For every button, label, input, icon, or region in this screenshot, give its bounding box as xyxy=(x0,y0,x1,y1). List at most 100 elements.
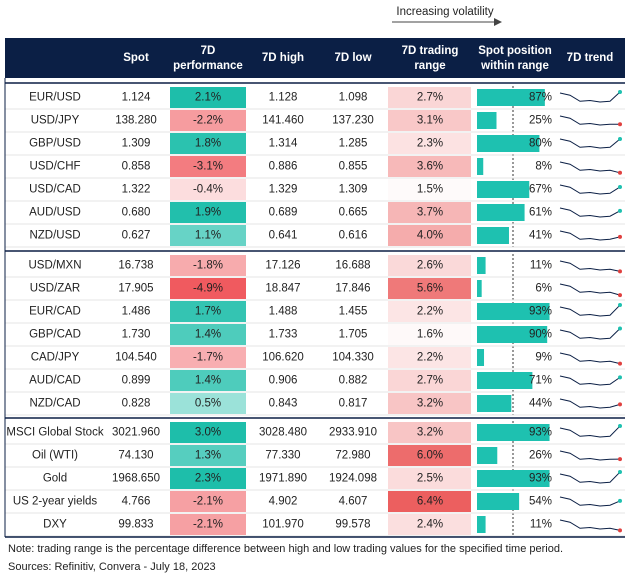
performance-cell xyxy=(170,301,246,322)
range-cell xyxy=(388,514,471,535)
trend-dot xyxy=(618,326,622,331)
position-label: 54% xyxy=(529,496,552,508)
trend-line xyxy=(559,207,621,218)
value: 0.689 xyxy=(269,207,298,219)
trend-dot xyxy=(618,528,622,533)
instrument: GBP/USD xyxy=(29,138,81,150)
position-label: 11% xyxy=(530,519,552,531)
trend-line xyxy=(559,375,621,386)
performance-cell xyxy=(170,278,246,299)
value: 141.460 xyxy=(262,115,304,127)
instrument: EUR/CAD xyxy=(29,306,81,318)
position-bar xyxy=(477,349,485,366)
range-cell xyxy=(388,445,471,466)
trend-dot xyxy=(618,137,622,141)
header-band xyxy=(5,38,625,78)
performance-cell xyxy=(170,133,246,154)
value: 106.620 xyxy=(262,352,304,364)
trend-dot xyxy=(618,89,622,94)
value: 4.902 xyxy=(269,496,298,508)
performance-cell xyxy=(170,87,246,108)
range-cell xyxy=(388,133,471,154)
performance: 1.8% xyxy=(195,138,221,150)
trend-line xyxy=(559,161,621,174)
performance: 1.4% xyxy=(195,329,221,341)
value: 0.817 xyxy=(339,398,368,410)
position-label: 80% xyxy=(529,138,552,150)
value: 17.126 xyxy=(265,260,300,272)
value: 2933.910 xyxy=(329,427,377,439)
value: 1.705 xyxy=(339,329,368,341)
position-bar xyxy=(477,447,498,464)
column-header: performance xyxy=(173,60,243,72)
instrument: CAD/JPY xyxy=(31,352,80,364)
range-cell xyxy=(388,87,471,108)
value: 0.855 xyxy=(339,161,368,173)
instrument: GBP/CAD xyxy=(29,329,81,341)
value: 99.833 xyxy=(118,519,153,531)
instrument: MSCI Global Stock xyxy=(6,427,103,439)
column-header: 7D high xyxy=(262,52,304,64)
trend-line xyxy=(559,230,621,241)
instrument: NZD/USD xyxy=(29,230,80,242)
column-header: Spot position xyxy=(478,45,551,57)
range: 4.0% xyxy=(417,230,443,242)
value: 0.886 xyxy=(269,161,298,173)
range-cell xyxy=(388,301,471,322)
range-cell xyxy=(388,370,471,391)
trend-dot xyxy=(618,361,622,366)
value: 1.309 xyxy=(122,138,151,150)
range-cell xyxy=(388,324,471,345)
performance: -1.7% xyxy=(193,352,223,364)
instrument: Gold xyxy=(43,473,67,485)
position-bar xyxy=(477,181,530,198)
position-bar xyxy=(477,112,497,129)
range-cell xyxy=(388,468,471,489)
value: 0.641 xyxy=(269,230,298,242)
position-label: 90% xyxy=(529,329,552,341)
performance: -2.1% xyxy=(193,496,223,508)
range: 2.3% xyxy=(417,138,443,150)
trend-dot xyxy=(618,457,622,462)
position-bar xyxy=(477,326,548,343)
performance-cell xyxy=(170,255,246,276)
column-header: 7D trend xyxy=(567,52,614,64)
arrow-head xyxy=(494,18,502,26)
range-cell xyxy=(388,225,471,246)
value: 104.330 xyxy=(332,352,374,364)
position-bar xyxy=(477,227,509,244)
range: 3.7% xyxy=(417,207,443,219)
performance: 2.3% xyxy=(195,473,221,485)
range: 2.2% xyxy=(417,306,443,318)
column-header: 7D trading xyxy=(402,45,459,57)
range-cell xyxy=(388,110,471,131)
value: 101.970 xyxy=(262,519,304,531)
position-label: 9% xyxy=(535,352,552,364)
trend-dot xyxy=(618,375,622,380)
trend-line xyxy=(559,450,621,461)
range: 2.7% xyxy=(417,92,443,104)
value: 1.098 xyxy=(339,92,368,104)
value: 0.627 xyxy=(122,230,151,242)
value: 1.314 xyxy=(269,138,298,150)
position-label: 26% xyxy=(529,450,552,462)
value: 0.616 xyxy=(339,230,368,242)
performance: -4.9% xyxy=(193,283,223,295)
value: 0.843 xyxy=(269,398,298,410)
trend-line xyxy=(559,115,620,126)
position-bar xyxy=(477,135,540,152)
position-bar xyxy=(477,158,484,175)
position-bar xyxy=(477,516,486,533)
position-label: 87% xyxy=(529,92,552,104)
performance: 1.4% xyxy=(195,375,221,387)
position-label: 93% xyxy=(529,473,552,485)
instrument: AUD/CAD xyxy=(29,375,81,387)
trend-line xyxy=(559,328,621,340)
position-bar xyxy=(477,424,550,441)
performance: -0.4% xyxy=(193,184,223,196)
position-label: 41% xyxy=(529,230,552,242)
position-label: 8% xyxy=(535,161,552,173)
value: 16.738 xyxy=(118,260,153,272)
performance: 1.3% xyxy=(195,450,221,462)
